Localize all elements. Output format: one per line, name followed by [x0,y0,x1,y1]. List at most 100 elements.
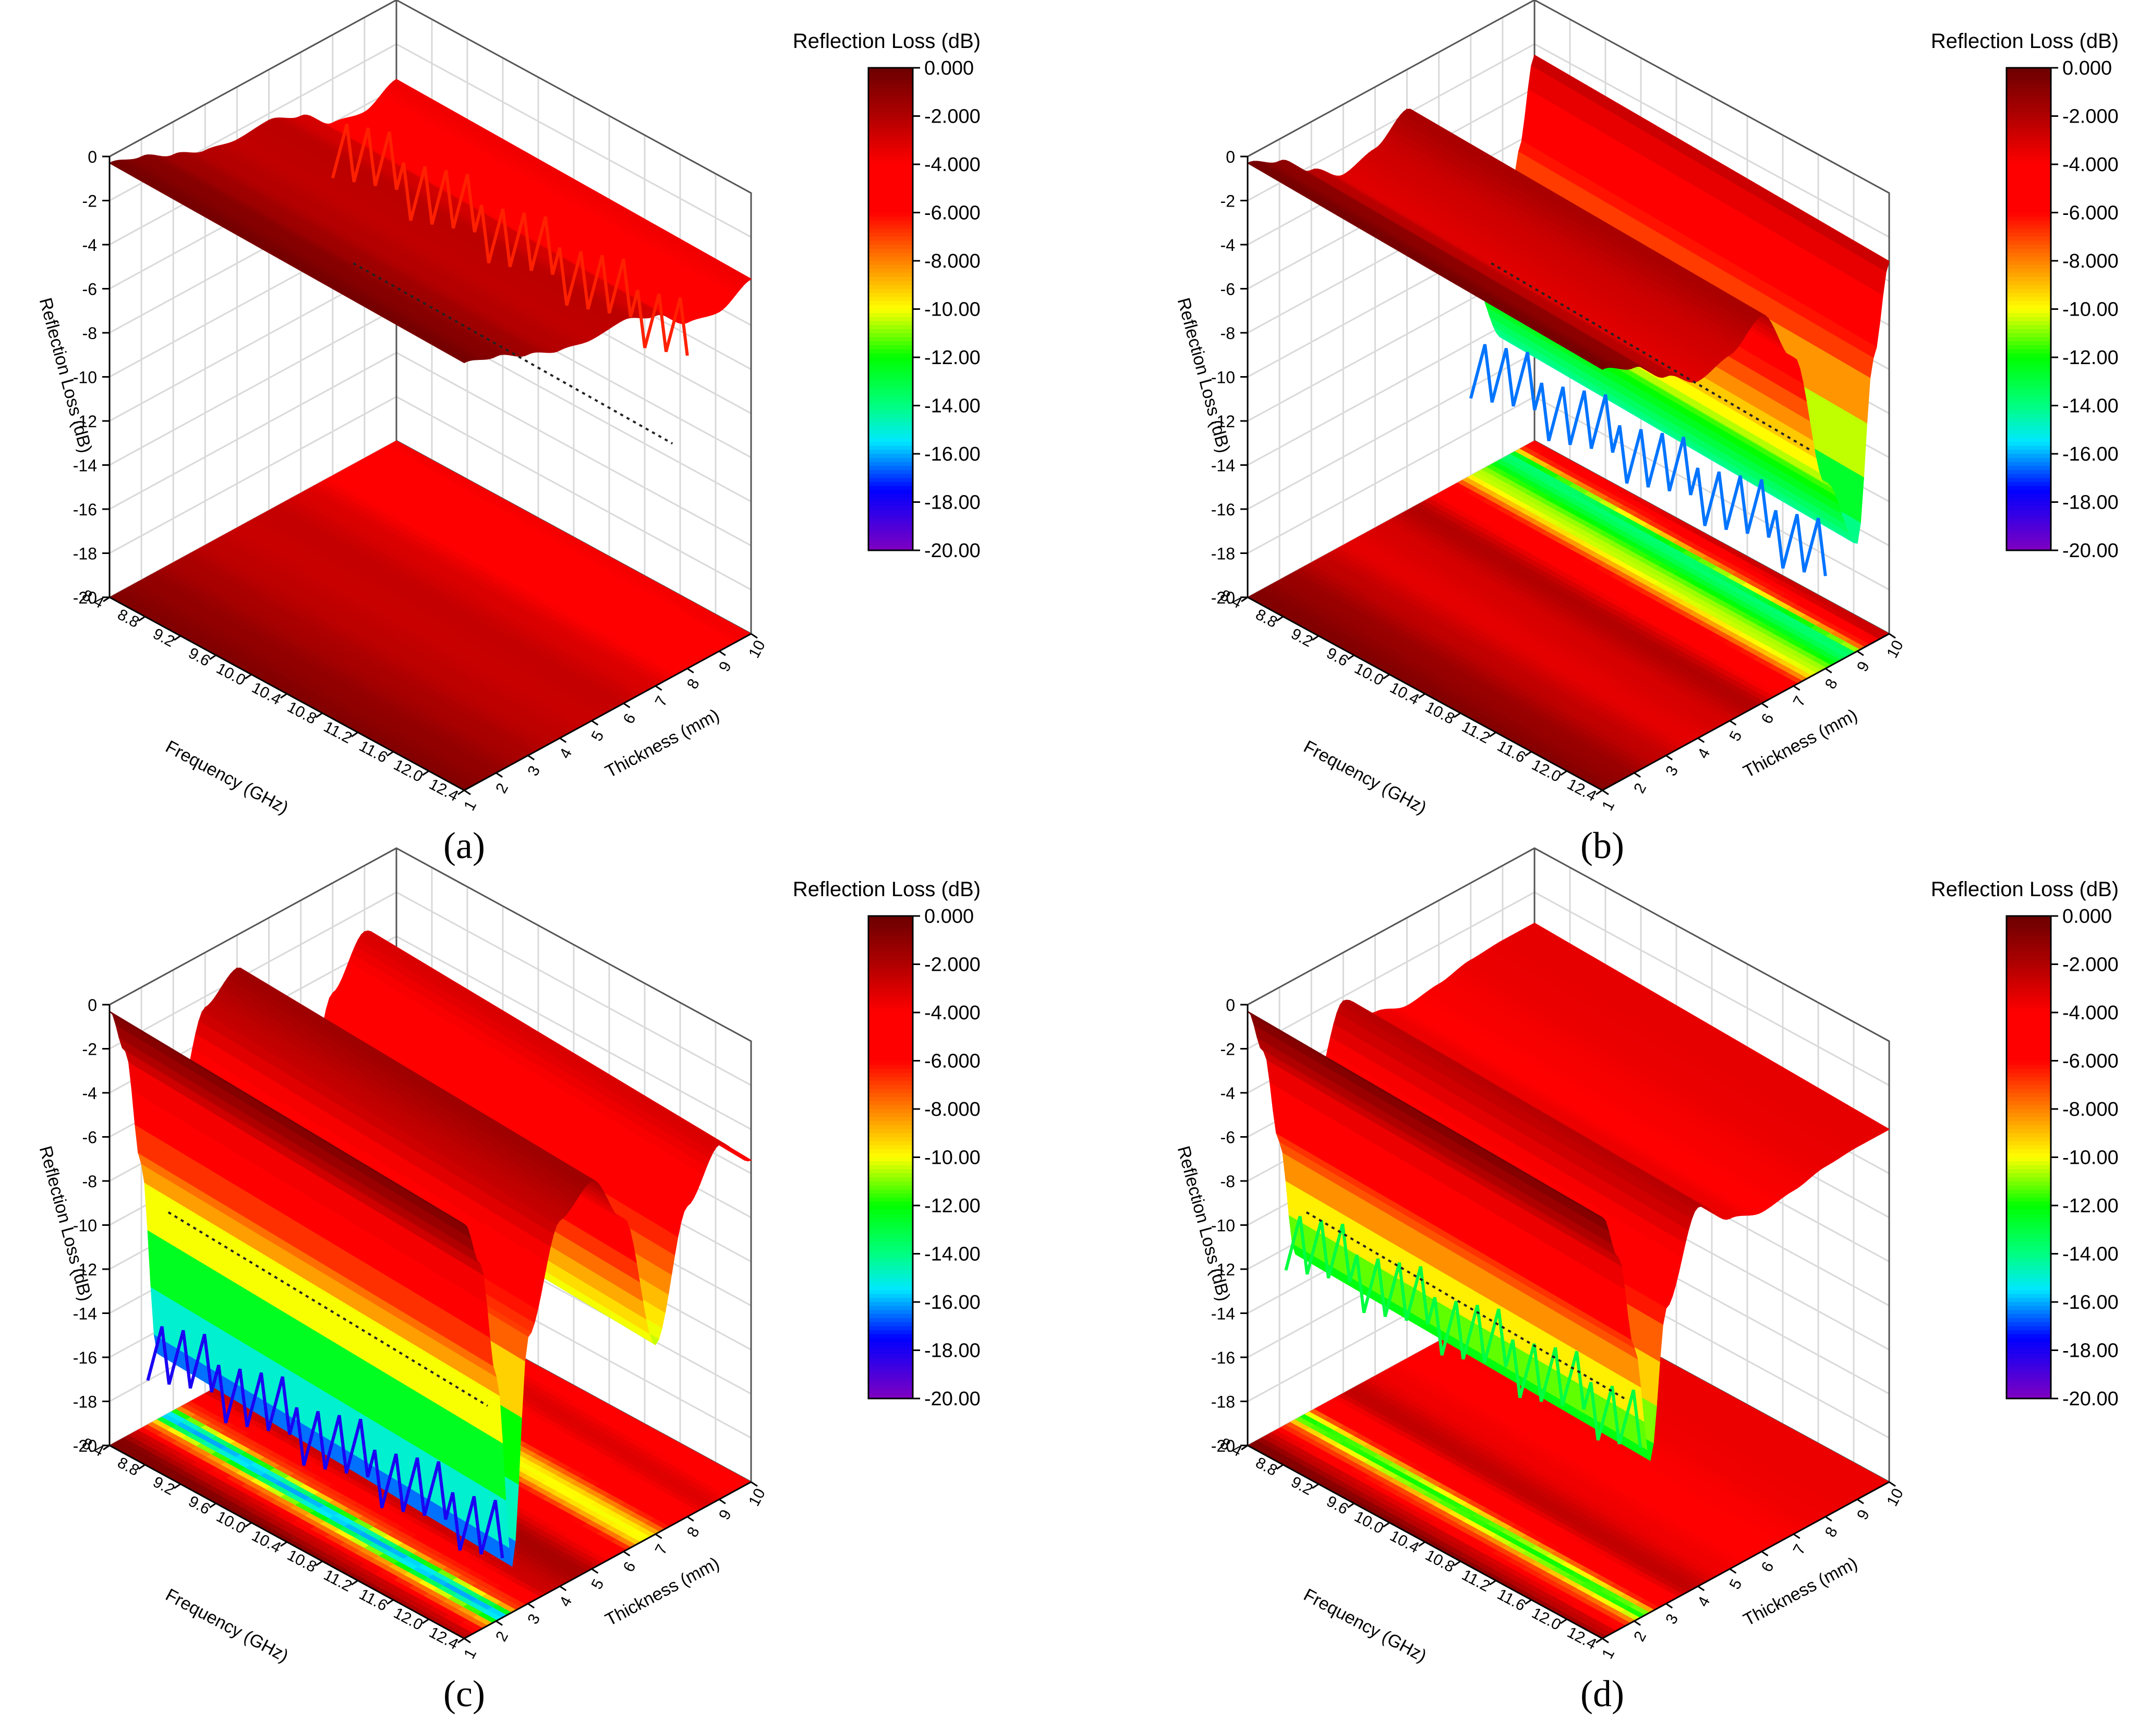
thickness-tick-label: 2 [492,780,512,796]
thickness-axis-title: Thickness (mm) [1740,705,1860,782]
thickness-axis-line [1602,633,1890,791]
thickness-tick-label: 6 [1758,711,1778,727]
z-tick-label: -20 [1211,1437,1235,1455]
frequency-axis-title: Frequency (GHz) [1300,737,1430,818]
colorbar-tick-label: -4.000 [2062,1002,2119,1024]
panel-a: 0 -2 -4 -6 -8 -10 -12 -14 -16 -18 -20 Reflection Lo… [35,0,981,866]
colorbar-tick-label: -20.00 [924,1388,981,1410]
z-tick-label: -16 [73,1348,97,1367]
thickness-tick-label: 3 [1662,763,1682,779]
z-tick-label: -12 [1211,412,1235,431]
colorbar-tick-label: -14.00 [2062,1244,2119,1265]
thickness-tick-label: 9 [1854,659,1873,674]
colorbar-tick-label: -10.00 [2062,299,2119,321]
colorbar-tick-label: -16.00 [2062,1292,2119,1313]
z-tick-label: -8 [82,324,97,343]
z-tick-label: -6 [1220,280,1235,299]
colorbar-tick-label: -8.000 [2062,250,2119,272]
colorbar-tick-label: -18.00 [924,1340,981,1362]
rl-surface [108,79,752,445]
thickness-tick-label: 5 [1726,1576,1746,1592]
colorbar-tick-label: -8.000 [924,250,981,272]
panel-label-b: (b) [1580,825,1624,866]
z-tick-label: -4 [1220,1084,1235,1103]
colorbar-tick-label: -6.000 [924,1051,981,1072]
z-tick-label: 0 [88,148,97,166]
colorbar-tick-label: 0.000 [924,906,974,927]
z-tick-label: -4 [1220,236,1235,255]
z-tick-label: -16 [1211,500,1235,519]
rl-surface [109,930,752,1567]
z-tick-label: -6 [82,280,97,299]
z-tick-label: -4 [82,236,97,255]
colorbar-tick-label: -2.000 [2062,954,2119,976]
thickness-axis-line [464,633,752,791]
colorbar-tick-label: -6.000 [2062,202,2119,224]
z-tick-label: -16 [1211,1348,1235,1367]
panel-label-a: (a) [443,825,485,866]
colorbar-tick-label: -12.00 [2062,347,2119,369]
thickness-tick-label: 8 [1822,1524,1841,1540]
thickness-axis-line [1602,1481,1890,1639]
thickness-tick-label: 8 [684,1524,703,1540]
z-tick-label: -14 [1211,456,1235,475]
z-tick-label: -10 [1211,368,1235,387]
z-tick-label: -20 [73,588,97,607]
colorbar-tick-label: -2.000 [924,106,981,128]
colorbar-tick-label: -4.000 [924,154,981,176]
frequency-axis-title: Frequency (GHz) [162,1585,292,1666]
thickness-tick-label: 3 [524,763,543,779]
colorbar-tick-label: -20.00 [2062,540,2119,562]
colorbar-c: Reflection Loss (dB) 0.000 -2.000 -4.000 -6.… [793,878,981,1410]
colorbar-tick-label: -14.00 [924,1244,981,1265]
colorbar-tick-label: 0.000 [2062,906,2112,927]
colorbar-title: Reflection Loss (dB) [1931,30,2119,53]
thickness-tick-label: 1 [1599,1646,1618,1661]
colorbar-a: Reflection Loss (dB) 0.000 -2.000 -4.000 -6.… [793,30,981,562]
colorbar-title: Reflection Loss (dB) [1931,878,2119,901]
contour-10db [1306,1211,1626,1401]
thickness-tick-label: 9 [1854,1507,1873,1523]
floor-contour-map [1247,440,1890,791]
colorbar-tick-label: -12.00 [924,347,981,369]
thickness-tick-label: 9 [716,659,735,674]
thickness-axis-line [464,1481,752,1639]
thickness-axis-title: Thickness (mm) [602,705,722,782]
thickness-tick-label: 6 [620,711,639,727]
panel-d: 0 -2 -4 -6 -8 -10 -12 -14 -16 -18 -20 Reflection Lo… [1174,847,2119,1715]
z-tick-label: -10 [73,1216,97,1235]
thickness-tick-label: 7 [652,693,671,709]
panel-label-c: (c) [443,1673,485,1715]
z-tick-label: -18 [73,545,97,563]
panel-c: 0 -2 -4 -6 -8 -10 -12 -14 -16 -18 -20 Reflection Lo… [35,847,981,1715]
frequency-axis-title: Frequency (GHz) [162,737,292,818]
z-tick-label: 0 [1226,996,1235,1015]
panel-b: 0 -2 -4 -6 -8 -10 -12 -14 -16 -18 -20 Reflection Lo… [1174,0,2119,866]
thickness-tick-label: 6 [620,1559,639,1575]
thickness-tick-label: 1 [461,798,480,813]
thickness-tick-label: 2 [1630,780,1650,796]
noisy-edge [1284,1216,1642,1449]
colorbar-tick-label: -8.000 [924,1099,981,1120]
colorbar-tick-label: -20.00 [2062,1388,2119,1410]
z-tick-label: -20 [73,1437,97,1455]
z-tick-label: -8 [82,1172,97,1191]
colorbar-tick-label: -14.00 [2062,395,2119,417]
box-back-frame [109,0,752,635]
thickness-tick-label: 10 [745,637,769,661]
colorbar-tick-label: -2.000 [924,954,981,976]
thickness-tick-label: 2 [1630,1629,1650,1644]
z-tick-label: -12 [73,412,97,431]
z-tick-label: 0 [1226,148,1235,166]
thickness-tick-label: 2 [492,1629,512,1644]
floor-contour-map [108,440,752,791]
colorbar-tick-label: -12.00 [2062,1195,2119,1217]
colorbar-tick-label: -18.00 [2062,1340,2119,1362]
thickness-tick-label: 9 [716,1507,735,1523]
thickness-tick-label: 7 [1790,1541,1809,1557]
colorbar-tick-label: -14.00 [924,395,981,417]
thickness-axis-title: Thickness (mm) [1740,1553,1860,1630]
colorbar-tick-label: -16.00 [924,443,981,465]
